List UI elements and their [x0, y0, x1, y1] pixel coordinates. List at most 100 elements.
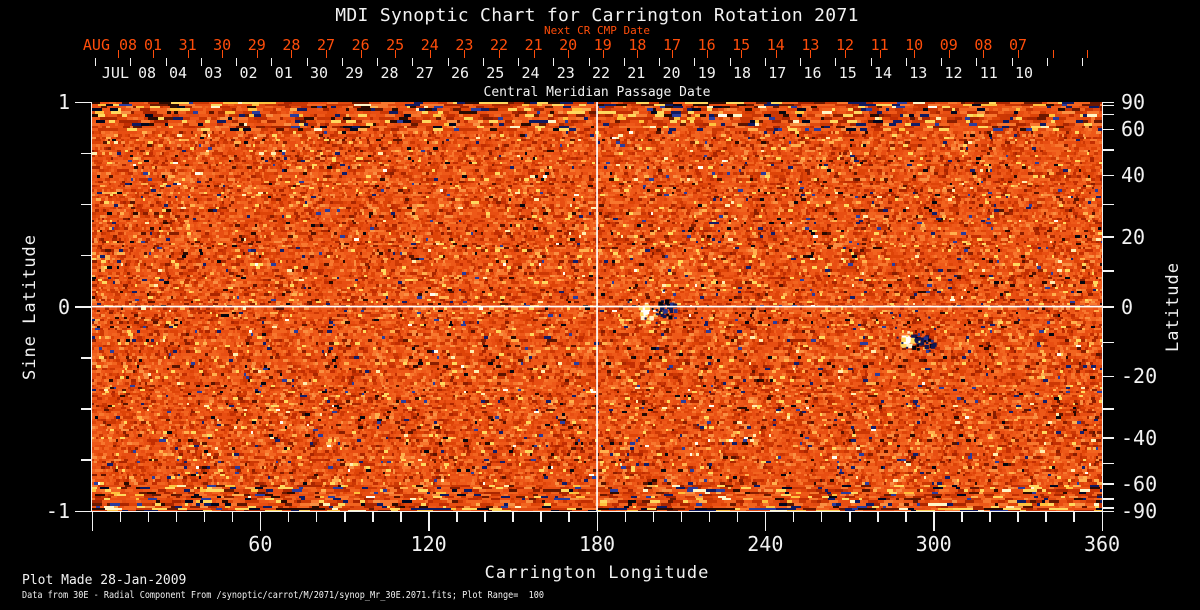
bottom-axis-major-tick	[91, 511, 93, 531]
next-cr-date-tick	[360, 50, 362, 58]
next-cr-date-label: 07	[1008, 36, 1028, 54]
bottom-axis-minor-tick	[624, 511, 627, 522]
left-axis-tick-label: 1	[57, 90, 70, 114]
bottom-axis-tick-label: 300	[915, 532, 952, 556]
bottom-axis-tick-label: 60	[248, 532, 273, 556]
right-axis-tick	[1103, 203, 1114, 206]
right-axis-tick-label: 20	[1121, 224, 1146, 249]
bottom-axis-minor-tick	[315, 511, 318, 522]
next-cr-date-label: 12	[835, 36, 855, 54]
left-axis-tick-label: -1	[45, 499, 70, 523]
next-cr-date-label: 26	[351, 36, 370, 54]
next-cr-date-tick	[256, 50, 258, 58]
right-axis-tick-label: 90	[1121, 90, 1146, 114]
left-axis-minor-tick	[81, 152, 92, 155]
bottom-axis-minor-tick	[736, 511, 739, 522]
next-cr-date-tick	[1052, 50, 1054, 58]
cmp-date-tick	[694, 58, 696, 66]
left-axis-minor-tick	[81, 408, 92, 410]
next-cr-date-label: 31	[178, 36, 197, 54]
bottom-axis-minor-tick	[877, 511, 879, 522]
next-cr-date-tick	[706, 50, 708, 58]
next-cr-date-tick	[914, 50, 916, 58]
bottom-axis-minor-tick	[652, 511, 655, 522]
cmp-date-tick	[271, 58, 273, 66]
right-axis-tick	[1103, 510, 1114, 512]
cmp-date-tick	[1011, 58, 1013, 66]
cmp-date-tick	[306, 58, 308, 66]
next-cr-date-tick	[429, 50, 431, 58]
next-cr-date-tick	[568, 50, 570, 58]
next-cr-date-label: 22	[489, 36, 509, 54]
cmp-date-tick	[659, 58, 660, 66]
next-cr-date-label: 17	[662, 36, 682, 54]
cmp-date-tick	[341, 58, 343, 66]
footer-plot-made: Plot Made 28-Jan-2009	[22, 573, 187, 588]
cmp-date-tick	[518, 58, 519, 66]
cmp-date-label: 12	[944, 64, 963, 82]
cmp-date-tick	[623, 58, 625, 66]
bottom-axis-tick-label: 360	[1083, 532, 1121, 556]
bottom-axis-minor-tick	[849, 511, 851, 522]
bottom-axis-minor-tick	[344, 511, 346, 522]
cmp-date-label: 13	[909, 64, 928, 82]
next-cr-date-label: 13	[801, 36, 820, 54]
next-cr-date-tick	[499, 50, 500, 58]
cmp-date-tick	[835, 58, 837, 66]
cmp-date-tick	[870, 58, 872, 66]
cmp-date-label: 04	[168, 64, 188, 82]
next-cr-month-label: AUG 08	[82, 36, 138, 54]
right-axis-title: Latitude	[1163, 261, 1183, 352]
cmp-date-tick	[1082, 58, 1083, 66]
bottom-axis-tick-label: 120	[410, 532, 447, 556]
cmp-date-label: 26	[450, 64, 470, 82]
cmp-date-label: 20	[662, 64, 681, 82]
next-cr-date-label: 08	[974, 36, 993, 54]
next-cr-date-label: 01	[143, 36, 163, 54]
bottom-axis-minor-tick	[1073, 511, 1075, 522]
left-axis-major-tick	[75, 510, 92, 512]
cmp-date-tick	[588, 58, 590, 66]
next-cr-date-tick	[222, 50, 224, 58]
next-cr-date-tick	[153, 50, 154, 58]
right-axis-tick	[1103, 498, 1114, 500]
cmp-date-tick	[130, 58, 132, 66]
cmp-date-tick	[236, 58, 237, 66]
bottom-axis-minor-tick	[1017, 511, 1019, 522]
left-axis-minor-tick	[81, 357, 92, 359]
right-axis-tick-label: -40	[1121, 425, 1158, 450]
frame-right	[1102, 102, 1103, 512]
bottom-axis-minor-tick	[231, 511, 234, 522]
next-cr-date-tick	[395, 50, 397, 58]
left-axis-title: Sine Latitude	[20, 233, 40, 380]
left-axis-major-tick	[75, 306, 92, 308]
bottom-axis-title: Carrington Longitude	[484, 563, 710, 583]
bottom-axis-minor-tick	[680, 511, 683, 522]
next-cr-date-tick	[464, 50, 466, 58]
cmp-date-label: 01	[274, 64, 293, 82]
cmp-date-label: 19	[697, 64, 716, 82]
right-axis-tick	[1103, 483, 1114, 485]
next-cr-date-label: 18	[628, 36, 647, 54]
next-cr-date-label: 11	[870, 36, 889, 54]
bottom-axis-major-tick	[428, 511, 430, 531]
next-cr-date-label: 20	[559, 36, 578, 54]
next-cr-date-label: 24	[420, 36, 439, 54]
left-axis-tick-label: 0	[57, 294, 70, 319]
right-axis-tick	[1103, 408, 1114, 410]
right-axis-tick	[1103, 128, 1114, 131]
next-cr-date-tick	[118, 50, 120, 58]
left-axis-minor-tick	[81, 203, 92, 206]
right-axis-tick-label: 60	[1121, 117, 1146, 142]
bottom-axis-minor-tick	[989, 511, 991, 522]
footer-data-source: Data from 30E - Radial Component From /s…	[22, 590, 544, 601]
next-cr-date-tick	[672, 50, 673, 58]
bottom-axis-minor-tick	[175, 511, 178, 522]
right-axis-tick	[1103, 270, 1114, 272]
next-cr-date-tick	[983, 50, 985, 58]
next-cr-date-label: 19	[593, 36, 612, 54]
bottom-axis-minor-tick	[905, 511, 907, 522]
cmp-date-label: 21	[627, 64, 646, 82]
cmp-date-tick	[447, 58, 449, 66]
next-cr-date-tick	[810, 50, 812, 58]
